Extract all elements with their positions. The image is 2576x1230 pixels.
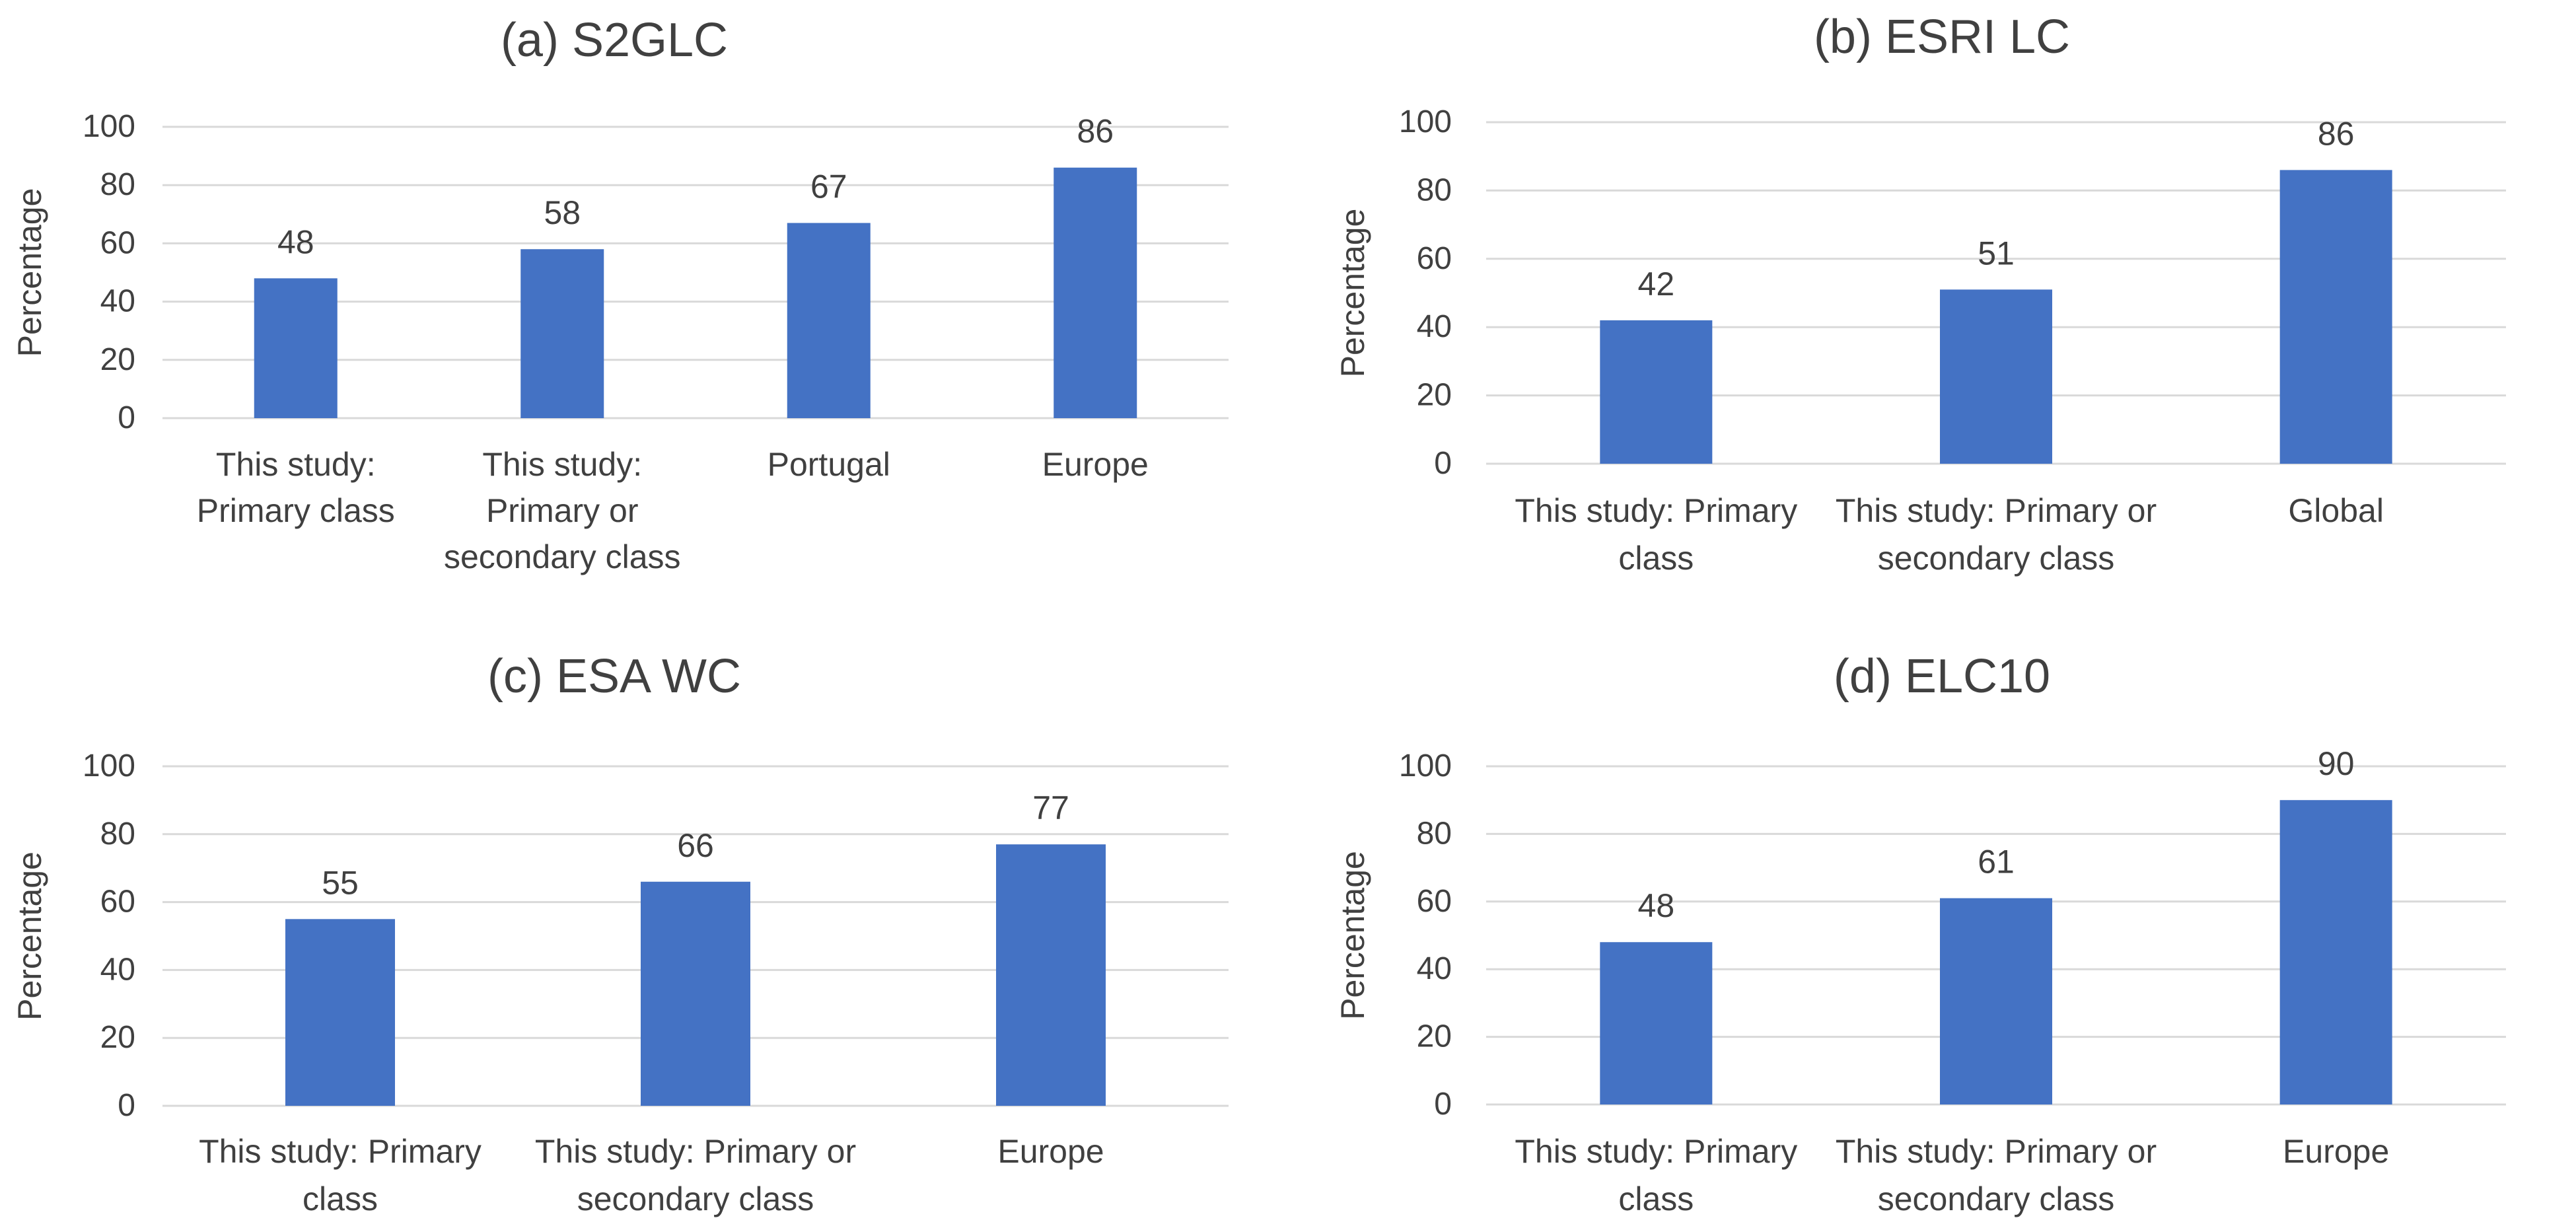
- bar: [996, 844, 1106, 1106]
- y-tick-label: 60: [1417, 884, 1452, 919]
- x-category-label-line: This study: Primary: [1515, 492, 1797, 529]
- bar: [1940, 898, 2052, 1104]
- bar: [254, 278, 338, 418]
- y-tick-label: 40: [1417, 951, 1452, 986]
- y-tick-label: 100: [83, 748, 135, 783]
- bar: [641, 881, 750, 1106]
- y-tick-label: 0: [118, 1088, 135, 1123]
- chart-c: (c) ESA WC 0 20 40 60 80 100 Percentage 55 This s…: [11, 650, 1229, 1217]
- x-category-label-line: Europe: [997, 1133, 1104, 1170]
- x-category-label-line: Primary class: [197, 492, 395, 529]
- chart-title: (b) ESRI LC: [1814, 11, 2070, 63]
- bar: [1600, 320, 1713, 464]
- x-category-label: Europe: [2283, 1133, 2389, 1170]
- bar: [2279, 170, 2392, 464]
- data-label: 48: [1638, 887, 1675, 924]
- y-axis-label: Percentage: [11, 188, 48, 357]
- bar: [1940, 289, 2052, 464]
- x-category-label-line: Europe: [1042, 446, 1149, 483]
- data-label: 51: [1978, 235, 2015, 271]
- x-category-label-line: This study:: [216, 446, 376, 483]
- x-category-label-line: class: [1618, 1180, 1694, 1217]
- x-category-label-line: This study: Primary or: [535, 1133, 856, 1170]
- x-category-label: This study: Primary class: [1515, 492, 1797, 577]
- y-tick-label: 100: [1399, 748, 1452, 783]
- bar: [1600, 942, 1713, 1104]
- x-category-label-line: class: [303, 1180, 378, 1217]
- x-category-label-line: Global: [2288, 492, 2384, 529]
- y-tick-label: 80: [100, 167, 135, 202]
- y-axis-label: Percentage: [11, 851, 48, 1021]
- x-category-label-line: class: [1618, 540, 1694, 577]
- chart-title: (c) ESA WC: [487, 650, 741, 703]
- x-category-label-line: secondary class: [444, 538, 681, 575]
- bar: [2279, 800, 2392, 1104]
- data-label: 58: [544, 194, 581, 231]
- y-axis-label: Percentage: [1334, 851, 1371, 1020]
- x-category-label-line: Europe: [2283, 1133, 2389, 1170]
- x-category-label-line: secondary class: [577, 1180, 814, 1217]
- y-tick-label: 40: [1417, 309, 1452, 344]
- x-category-label-line: Primary or: [486, 492, 639, 529]
- data-label: 86: [2318, 115, 2355, 152]
- x-category-label-line: This study:: [482, 446, 642, 483]
- data-label: 61: [1978, 844, 2015, 881]
- y-tick-label: 0: [118, 400, 135, 435]
- y-tick-label: 100: [1399, 104, 1452, 139]
- data-label: 86: [1077, 113, 1114, 150]
- chart-d: (d) ELC10 0 20 40 60 80 100 Percentage 48 This st…: [1334, 650, 2506, 1217]
- y-tick-label: 0: [1434, 446, 1452, 481]
- bar: [285, 919, 395, 1106]
- x-category-label: Europe: [1042, 446, 1149, 483]
- y-tick-label: 60: [100, 885, 135, 920]
- y-tick-label: 20: [1417, 378, 1452, 413]
- bar: [787, 223, 871, 418]
- y-tick-label: 0: [1434, 1087, 1452, 1122]
- y-tick-label: 80: [1417, 816, 1452, 851]
- y-tick-label: 20: [1417, 1019, 1452, 1054]
- y-tick-label: 40: [100, 952, 135, 987]
- data-label: 77: [1032, 789, 1069, 826]
- x-category-label-line: This study: Primary: [199, 1133, 482, 1170]
- data-label: 55: [322, 864, 359, 901]
- y-tick-label: 60: [1417, 241, 1452, 276]
- chart-title: (a) S2GLC: [501, 14, 728, 67]
- data-label: 42: [1638, 266, 1675, 303]
- x-category-label: This study: Primary or secondary class: [1836, 492, 2157, 577]
- x-category-label-line: This study: Primary or: [1836, 492, 2157, 529]
- data-label: 90: [2318, 745, 2355, 782]
- bar: [1054, 167, 1137, 419]
- x-category-label: Europe: [997, 1133, 1104, 1170]
- y-tick-label: 80: [1417, 172, 1452, 207]
- x-category-label-line: secondary class: [1878, 540, 2115, 577]
- x-category-label: Global: [2288, 492, 2384, 529]
- x-category-label: This study: Primary or secondary class: [535, 1133, 856, 1217]
- y-tick-label: 20: [100, 1020, 135, 1055]
- x-category-label: This study: Primary or secondary class: [444, 446, 681, 575]
- x-category-label-line: Portugal: [768, 446, 890, 483]
- y-tick-label: 20: [100, 342, 135, 377]
- chart-b: (b) ESRI LC 0 20 40 60 80 100 Percentage 42 This …: [1334, 11, 2506, 577]
- x-category-label: This study: Primary class: [199, 1133, 482, 1217]
- data-label: 48: [277, 223, 314, 260]
- y-tick-label: 100: [83, 109, 135, 144]
- x-category-label-line: This study: Primary or: [1836, 1133, 2157, 1170]
- y-tick-label: 60: [100, 225, 135, 260]
- x-category-label-line: This study: Primary: [1515, 1133, 1797, 1170]
- x-category-label: This study: Primary or secondary class: [1836, 1133, 2157, 1217]
- x-category-label: This study: Primary class: [1515, 1133, 1797, 1217]
- y-axis-label: Percentage: [1334, 209, 1371, 378]
- y-tick-label: 40: [100, 284, 135, 319]
- data-label: 67: [810, 168, 847, 205]
- y-tick-label: 80: [100, 816, 135, 851]
- chart-title: (d) ELC10: [1834, 650, 2050, 703]
- x-category-label: This study: Primary class: [197, 446, 395, 529]
- x-category-label-line: secondary class: [1878, 1180, 2115, 1217]
- data-label: 66: [677, 827, 714, 864]
- x-category-label: Portugal: [768, 446, 890, 483]
- chart-a: (a) S2GLC 0 20 40 60 80 100 Percentage 48 This st…: [11, 14, 1229, 575]
- bar: [520, 249, 604, 418]
